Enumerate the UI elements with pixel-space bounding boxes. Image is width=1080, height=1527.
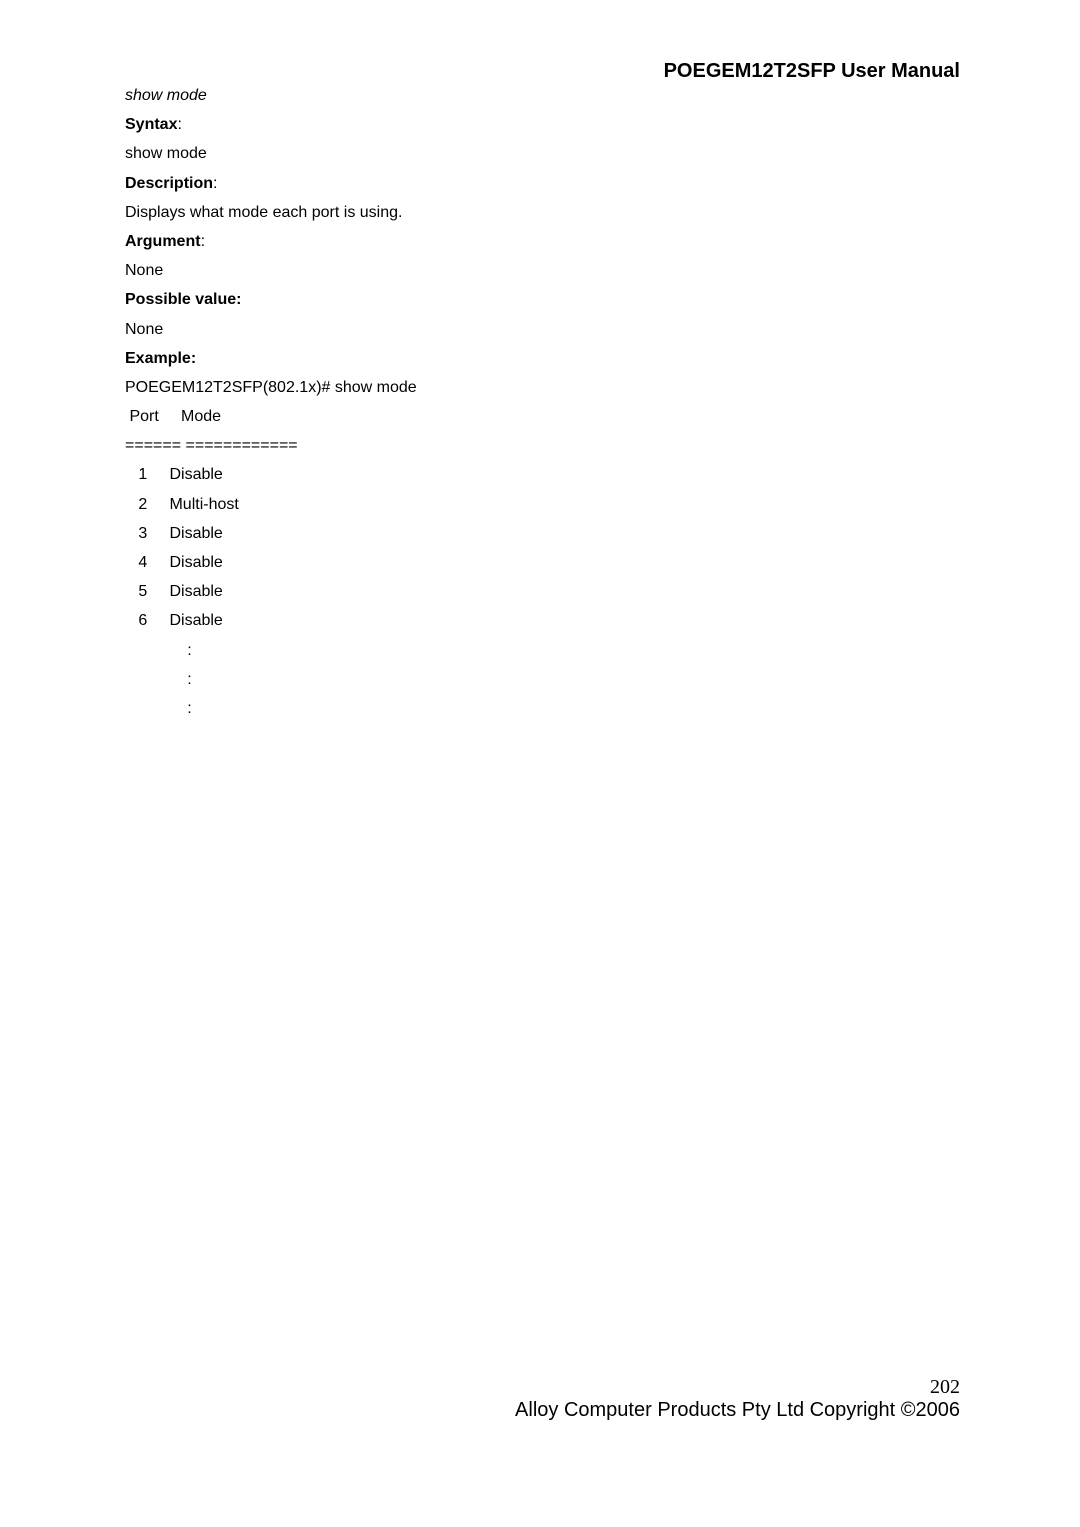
syntax-label: Syntax [125,116,177,133]
table-row: 1 Disable [125,461,417,488]
table-row: : [125,666,417,693]
table-row: 3 Disable [125,520,417,547]
possible-body: None [125,316,417,343]
copyright-text: Alloy Computer Products Pty Ltd Copyrigh… [515,1399,960,1422]
table-separator: ====== ============ [125,432,417,459]
description-line: Description: [125,170,417,197]
page-footer: 202 Alloy Computer Products Pty Ltd Copy… [515,1376,960,1422]
description-body: Displays what mode each port is using. [125,199,417,226]
table-header: Port Mode [125,403,417,430]
argument-line: Argument: [125,228,417,255]
example-cmd: POEGEM12T2SFP(802.1x)# show mode [125,374,417,401]
syntax-body: show mode [125,140,417,167]
page-number: 202 [515,1376,960,1399]
possible-label: Possible value: [125,286,417,313]
table-row: : [125,695,417,722]
argument-body: None [125,257,417,284]
table-row: 5 Disable [125,578,417,605]
page-body: show mode Syntax: show mode Description:… [125,82,417,724]
example-label: Example: [125,345,417,372]
argument-label: Argument [125,233,201,250]
header-title: POEGEM12T2SFP User Manual [664,60,960,83]
table-row: : [125,637,417,664]
table-row: 6 Disable [125,607,417,634]
table-row: 4 Disable [125,549,417,576]
description-label: Description [125,175,213,192]
command-name: show mode [125,82,417,109]
syntax-line: Syntax: [125,111,417,138]
table-row: 2 Multi-host [125,491,417,518]
